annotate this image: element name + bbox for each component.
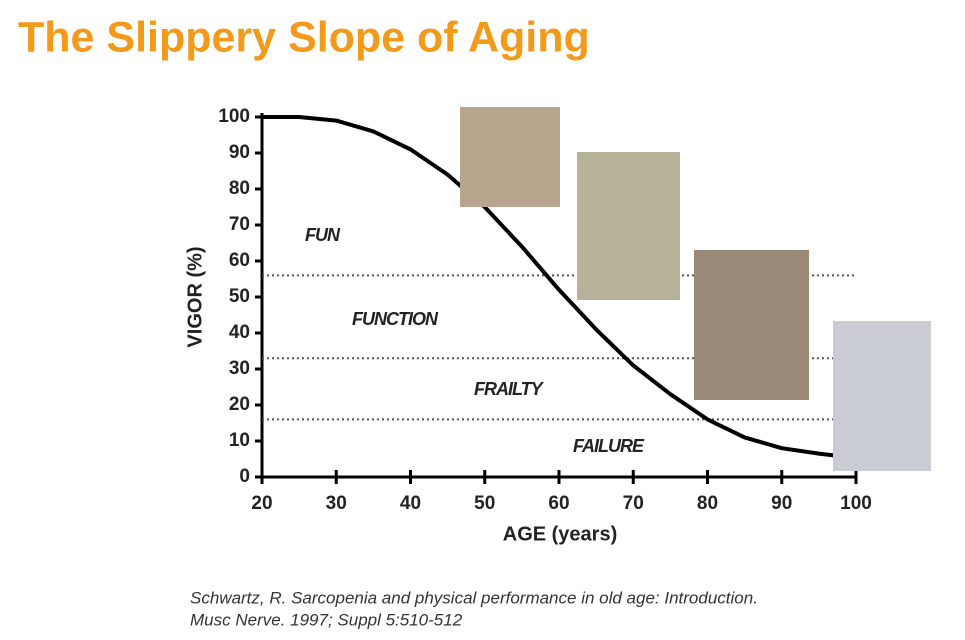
y-tick-label: 10: [229, 430, 250, 451]
x-tick-label: 100: [840, 493, 872, 514]
zone-label: FAILURE: [573, 436, 645, 456]
x-tick-label: 50: [474, 493, 495, 514]
y-tick-label: 80: [229, 178, 250, 199]
curve: [262, 115, 834, 458]
zone-label: FUN: [305, 225, 341, 245]
plot-area: 0 10 20 30 40 50 60 70 80 90 100 20 30 40 50 60 70 80 90 10…: [218, 106, 872, 514]
x-tick-label: 20: [251, 493, 272, 514]
y-tick-label: 0: [239, 466, 250, 487]
photos: [460, 107, 931, 471]
y-tick-label: 40: [229, 322, 250, 343]
photo: [694, 250, 809, 400]
y-tick-label: 50: [229, 286, 250, 307]
photo: [460, 107, 560, 207]
y-axis-label: VIGOR (%): [184, 246, 206, 347]
x-axis-label: AGE (years): [503, 523, 618, 545]
y-tick-label: 100: [218, 106, 250, 127]
x-tick-label: 70: [623, 493, 644, 514]
x-tick-label: 40: [400, 493, 421, 514]
y-tick-label: 90: [229, 142, 250, 163]
x-tick-label: 80: [697, 493, 718, 514]
y-tick-label: 20: [229, 394, 250, 415]
photo: [833, 321, 931, 471]
photo: [577, 152, 680, 300]
zone-label: FRAILTY: [474, 379, 545, 399]
y-tick-label: 60: [229, 250, 250, 271]
y-tick-label: 30: [229, 358, 250, 379]
x-tick-label: 60: [548, 493, 569, 514]
footnote: Schwartz, R. Sarcopenia and physical per…: [190, 588, 758, 607]
x-tick-label: 90: [771, 493, 792, 514]
chart-title: The Slippery Slope of Aging: [18, 13, 590, 61]
zone-label: FUNCTION: [352, 309, 439, 329]
footnote: Musc Nerve. 1997; Suppl 5:510-512: [190, 610, 463, 629]
x-tick-label: 30: [326, 493, 347, 514]
y-tick-label: 70: [229, 214, 250, 235]
